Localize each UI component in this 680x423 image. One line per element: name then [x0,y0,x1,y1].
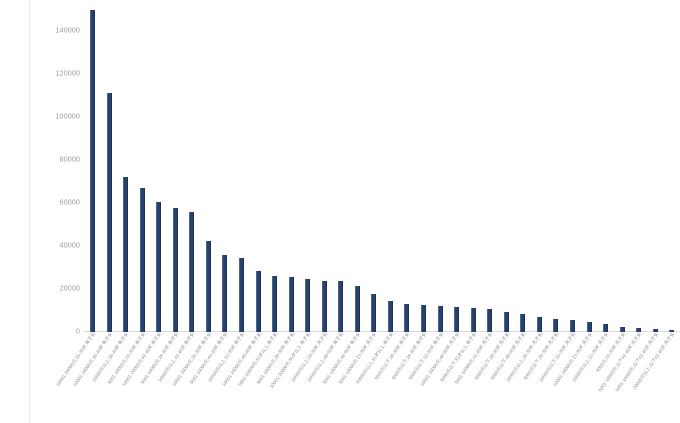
bar [255,270,261,332]
y-axis-tick-label: 20000 [59,283,80,293]
page-edge-divider [29,0,30,423]
bar [222,254,228,332]
bar [288,277,294,332]
plot-area [84,0,680,332]
bar [123,177,129,332]
y-axis-tick-label: 80000 [59,154,80,164]
y-axis-tick-label: 100000 [55,111,80,121]
bar [172,208,178,332]
bar [503,311,509,332]
y-axis-tick-label: 0 [75,326,80,336]
bar [603,324,609,332]
bar [470,308,476,332]
bar [421,305,426,332]
bar [90,9,95,332]
y-axis: 0 20000 40000 60000 80000 100000 120000 140000 [0,0,80,423]
bar [139,187,145,332]
bar [404,304,410,332]
bar [156,201,162,332]
bar [338,281,344,332]
y-axis-tick-label: 60000 [59,197,80,207]
bar [305,279,311,332]
bar [354,285,360,332]
bar [387,300,393,332]
bar [321,281,327,332]
bar [669,330,675,332]
bar [553,319,559,332]
bar [454,307,460,332]
bar [487,309,493,332]
bar [106,93,112,332]
bar [569,320,575,332]
bar [205,240,211,332]
x-axis-baseline [84,331,680,332]
bar [189,211,195,332]
bar [272,276,278,332]
bar [238,257,244,332]
bar [636,327,642,332]
x-axis-labels: 10001-20000元,31-35岁,有子女 10001-20000元,36-4… [0,332,680,423]
bar [520,313,526,332]
bar [652,328,658,332]
bar [619,326,625,332]
bar [437,306,443,332]
bar [371,294,377,332]
y-axis-tick-label: 40000 [59,240,80,250]
bar [586,322,592,332]
bar [536,316,542,332]
y-axis-tick-label: 120000 [55,68,80,78]
y-axis-tick-label: 140000 [55,25,80,35]
